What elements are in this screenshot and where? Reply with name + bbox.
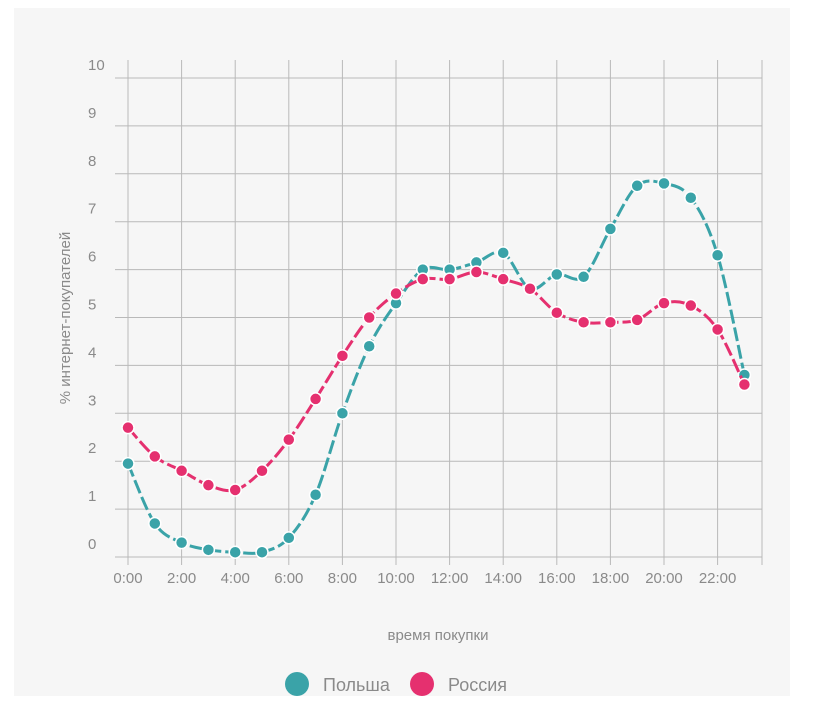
series-group — [121, 176, 752, 559]
x-tick-label: 18:00 — [592, 570, 630, 587]
y-tick-label: 1 — [88, 488, 96, 505]
x-tick-label: 6:00 — [274, 570, 303, 587]
chart-panel — [14, 8, 790, 696]
series-poland — [121, 176, 752, 559]
data-point — [174, 464, 189, 478]
data-point — [496, 246, 510, 260]
series-russia — [121, 265, 752, 497]
y-tick-label: 8 — [88, 153, 96, 170]
y-tick-label: 7 — [88, 201, 96, 218]
x-tick-label: 14:00 — [484, 570, 522, 587]
data-point — [603, 315, 618, 330]
data-point — [442, 272, 457, 286]
data-point — [255, 545, 269, 559]
data-point — [282, 432, 296, 447]
legend-marker — [410, 672, 434, 696]
x-tick-label: 20:00 — [645, 570, 683, 587]
data-point — [308, 392, 323, 406]
y-tick-label: 9 — [88, 105, 96, 122]
x-tick-label: 4:00 — [221, 570, 250, 587]
y-tick-label: 5 — [88, 297, 96, 314]
x-tick-labels: 0:00 2:00 4:00 6:00 8:00 10:00 12:00 14:00 16:00… — [113, 570, 736, 587]
data-point — [523, 282, 537, 296]
data-point — [684, 298, 698, 313]
series-line — [126, 270, 746, 493]
legend-label[interactable]: Россия — [448, 675, 507, 695]
y-tick-label: 2 — [88, 440, 96, 457]
data-point — [657, 176, 671, 191]
data-point — [603, 222, 618, 236]
y-tick-label: 6 — [88, 249, 96, 266]
data-point — [335, 406, 350, 421]
data-point — [576, 315, 591, 330]
y-tick-label: 0 — [88, 536, 96, 553]
data-point — [148, 516, 162, 531]
x-tick-label: 16:00 — [538, 570, 576, 587]
x-tick-label: 0:00 — [113, 570, 142, 587]
legend-label[interactable]: Польша — [323, 675, 391, 695]
data-point — [308, 487, 323, 502]
x-tick-label: 8:00 — [328, 570, 357, 587]
data-point — [684, 191, 698, 205]
data-point — [630, 179, 644, 193]
data-point — [228, 545, 242, 559]
data-point — [148, 449, 162, 464]
data-point — [710, 322, 725, 337]
data-point — [657, 296, 671, 310]
data-point — [389, 286, 403, 301]
data-point — [174, 535, 189, 550]
data-point — [282, 531, 296, 545]
x-axis-label: время покупки — [387, 627, 488, 644]
legend: Польша Россия — [285, 672, 507, 696]
data-point — [335, 349, 350, 363]
data-point — [121, 420, 135, 435]
data-point — [362, 310, 376, 325]
y-tick-label: 3 — [88, 392, 96, 409]
y-tick-labels: 0 1 2 3 4 5 6 7 8 9 10 — [88, 57, 105, 553]
series-line — [126, 179, 746, 555]
x-tick-label: 2:00 — [167, 570, 196, 587]
data-point — [550, 305, 564, 320]
data-point — [255, 464, 269, 478]
data-point — [228, 483, 242, 497]
data-point — [121, 456, 135, 471]
data-point — [201, 543, 216, 557]
data-point — [362, 339, 376, 353]
data-point — [550, 267, 564, 282]
data-point — [416, 272, 430, 286]
grid — [115, 60, 763, 565]
data-point — [469, 265, 484, 279]
x-tick-label: 22:00 — [699, 570, 737, 587]
data-point — [630, 313, 644, 327]
data-point — [737, 377, 752, 392]
x-tick-label: 12:00 — [431, 570, 469, 587]
y-tick-label: 10 — [88, 57, 105, 74]
y-tick-label: 4 — [88, 344, 96, 361]
data-point — [576, 270, 591, 284]
x-tick-label: 10:00 — [377, 570, 415, 587]
legend-marker — [285, 672, 309, 696]
data-point — [710, 248, 725, 262]
y-axis-label: % интернет-покупателей — [57, 232, 74, 404]
data-point — [201, 478, 216, 492]
data-point — [496, 272, 510, 286]
